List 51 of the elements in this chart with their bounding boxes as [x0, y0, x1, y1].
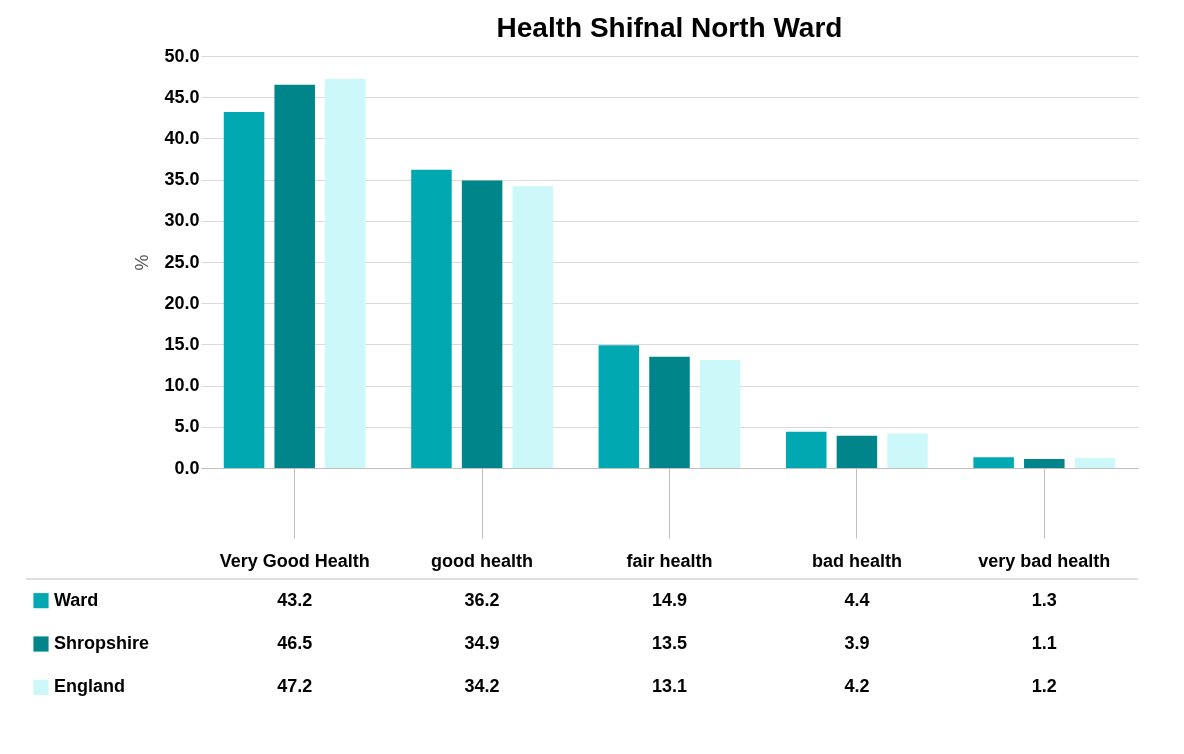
bar [785, 431, 827, 468]
legend-label: Ward [54, 589, 99, 610]
x-tick-label: bad health [811, 550, 902, 571]
y-tick-label: 50.0 [164, 45, 200, 66]
data-label: 43.2 [277, 589, 313, 610]
y-tick-label: 30.0 [164, 210, 200, 231]
bar [887, 433, 928, 468]
legend-label: Shropshire [54, 633, 150, 653]
data-label: 34.9 [464, 633, 500, 653]
data-label: 46.5 [277, 633, 313, 653]
y-tick-label: 40.0 [164, 127, 200, 148]
y-tick-label: 15.0 [164, 333, 200, 354]
y-tick-label: 0.0 [174, 457, 200, 478]
data-label: 13.5 [651, 633, 688, 653]
y-axis-title: % [132, 254, 153, 271]
x-tick-label: good health [431, 550, 534, 571]
data-label: 1.1 [1031, 633, 1057, 653]
bar [325, 79, 366, 468]
bar [598, 345, 640, 468]
y-tick-label: 45.0 [164, 86, 200, 107]
bar [836, 435, 878, 468]
bar [411, 169, 452, 468]
bar [649, 356, 690, 468]
y-tick-label: 35.0 [164, 169, 200, 190]
x-tick-label: very bad health [978, 550, 1111, 571]
data-label: 4.4 [844, 589, 870, 610]
legend-label: England [54, 676, 125, 697]
bar [223, 112, 265, 468]
bar [1024, 458, 1065, 468]
y-tick-label: 25.0 [164, 251, 200, 272]
data-label: 36.2 [464, 589, 500, 610]
data-label: 47.2 [277, 676, 313, 697]
chart-title: Health Shifnal North Ward [496, 12, 843, 43]
data-label: 4.2 [844, 676, 870, 697]
y-tick-label: 5.0 [174, 416, 200, 437]
bar [699, 360, 741, 468]
bar [512, 186, 554, 468]
data-label: 34.2 [464, 676, 500, 697]
bar [1074, 458, 1116, 468]
x-tick-label: fair health [626, 550, 713, 571]
data-label: 1.2 [1031, 676, 1057, 697]
bar [461, 180, 503, 468]
bar [973, 457, 1014, 468]
y-tick-label: 20.0 [164, 292, 200, 313]
bar [274, 84, 315, 468]
data-label: 1.3 [1031, 589, 1057, 610]
data-label: 3.9 [844, 633, 870, 653]
data-label: 13.1 [651, 676, 688, 697]
y-tick-label: 10.0 [164, 375, 200, 396]
data-label: 14.9 [651, 589, 688, 610]
x-tick-label: Very Good Health [219, 550, 370, 571]
